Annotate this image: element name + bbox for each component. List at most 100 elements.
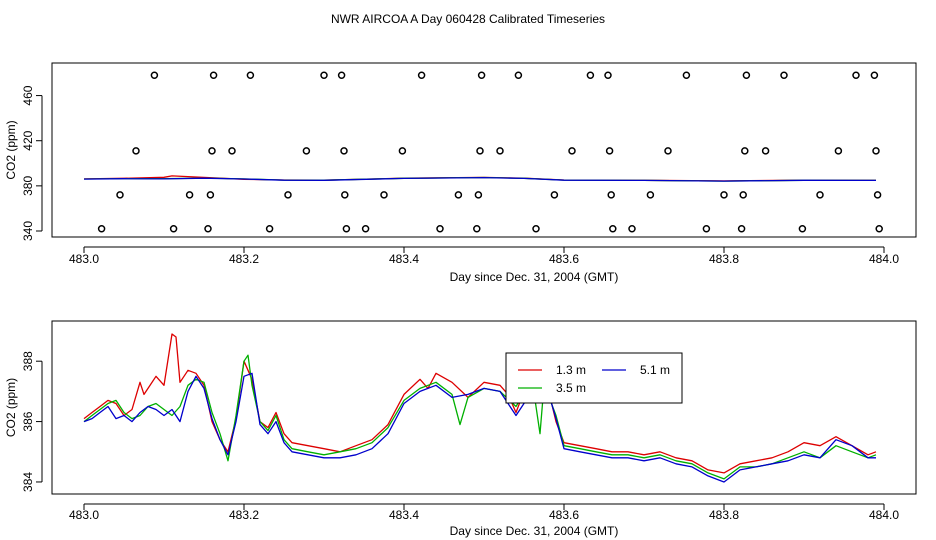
x-tick-label: 483.0 (69, 508, 99, 522)
calibration-marker (816, 191, 824, 199)
y-tick-label: 340 (21, 221, 35, 241)
calibration-marker (872, 147, 880, 155)
calibration-marker (454, 191, 463, 199)
x-tick-label: 483.2 (229, 252, 259, 266)
co2-timeseries-panel: 483.0 483.2 483.4 483.6 483.8 484.0 Day since … (4, 320, 917, 538)
calibration-marker (605, 147, 614, 155)
plot-frame (51, 62, 917, 238)
series-group (83, 333, 877, 483)
x-axis: 483.0 483.2 483.4 483.6 483.8 484.0 (69, 503, 899, 522)
calibration-marker (209, 71, 218, 80)
x-tick-label: 483.6 (549, 508, 579, 522)
x-tick-label: 483.0 (69, 252, 99, 266)
calibration-marker (514, 71, 523, 80)
x-axis-label: Day since Dec. 31, 2004 (GMT) (450, 270, 619, 284)
calibration-marker (798, 224, 807, 233)
y-axis-label: CO2 (ppm) (4, 378, 18, 437)
series-group (83, 175, 877, 182)
calibration-marker (265, 224, 274, 233)
calibration-marker (185, 191, 194, 199)
calibration-marker (342, 224, 351, 233)
x-tick-label: 483.8 (709, 508, 739, 522)
series-line-5-1-m-m (83, 176, 877, 182)
x-tick-label: 484.0 (869, 508, 899, 522)
calibration-marker (206, 191, 215, 199)
figure-title: NWR AIRCOA A Day 060428 Calibrated Times… (331, 12, 605, 26)
legend-box (505, 352, 683, 404)
calibration-marker (568, 147, 576, 155)
calibration-marker (532, 224, 540, 233)
x-tick-label: 483.4 (389, 252, 419, 266)
calibration-marker (284, 191, 292, 199)
calibration-marker (870, 71, 879, 80)
x-tick-label: 483.6 (549, 252, 579, 266)
x-tick-label: 483.8 (709, 252, 739, 266)
legend-label: 1.3 m (556, 363, 586, 377)
calibration-marker (417, 71, 426, 80)
legend-label: 3.5 m (556, 381, 586, 395)
calibration-marker (761, 147, 770, 155)
calibration-marker (550, 191, 559, 199)
calibration-marker (875, 224, 883, 233)
calibration-marker (477, 71, 486, 80)
calibration-marker (720, 191, 728, 199)
calibration-marker (737, 224, 746, 233)
calibration-marker (204, 224, 212, 233)
calibration-marker (474, 191, 483, 199)
calibration-marker (586, 71, 595, 80)
calibration-marker (398, 147, 407, 155)
legend-label: 5.1 m (640, 363, 670, 377)
calibration-marker (739, 191, 747, 199)
calibration-marker (132, 147, 140, 155)
calibration-marker (609, 224, 617, 233)
y-tick-label: 420 (21, 130, 35, 150)
calibration-marker (873, 191, 882, 199)
calibration-marker (646, 191, 655, 199)
x-axis: 483.0 483.2 483.4 483.6 483.8 484.0 (69, 246, 899, 266)
calibration-marker (361, 224, 370, 233)
calibration-marker (780, 71, 788, 80)
calibration-panel: 483.0 483.2 483.4 483.6 483.8 484.0 Day since … (4, 62, 917, 284)
y-tick-label: 388 (21, 351, 35, 371)
calibration-marker (473, 224, 481, 233)
calibration-marker (476, 147, 484, 155)
calibration-marker (228, 147, 236, 155)
calibration-marker (604, 71, 612, 80)
calibration-marker (340, 147, 348, 155)
calibration-marker (682, 71, 691, 80)
y-tick-label: 386 (21, 411, 35, 431)
legend-entry: 5.1 m (602, 363, 670, 377)
x-tick-label: 483.4 (389, 508, 419, 522)
calibration-marker (116, 191, 124, 199)
y-tick-label: 384 (21, 472, 35, 492)
series-line-1-3-m-m (83, 333, 877, 474)
calibration-marker (208, 147, 216, 155)
plot-frame (51, 320, 917, 495)
calibration-marker (702, 224, 711, 233)
calibration-marker (150, 71, 159, 80)
calibration-marker (97, 224, 106, 233)
calibration-marker (302, 147, 311, 155)
calibration-marker (852, 71, 860, 80)
series-line-5-1-m-m (83, 372, 876, 483)
calibration-marker (628, 224, 636, 233)
calibration-marker (496, 147, 504, 155)
calibration-marker (742, 71, 751, 80)
y-axis: 384 386 388 (21, 351, 43, 492)
calibration-marker (380, 191, 388, 199)
calibration-marker (664, 147, 672, 155)
calibration-marker (607, 191, 615, 199)
y-tick-label: 460 (21, 85, 35, 105)
legend-entry: 3.5 m (518, 381, 586, 395)
x-tick-label: 483.2 (229, 508, 259, 522)
calibration-marker (337, 71, 346, 80)
y-tick-label: 380 (21, 176, 35, 196)
legend: 1.3 m 5.1 m 3.5 m (505, 352, 683, 404)
legend-entry: 1.3 m (518, 363, 586, 377)
x-axis-label: Day since Dec. 31, 2004 (GMT) (450, 524, 619, 538)
calibration-marker (834, 147, 843, 155)
y-axis-label: CO2 (ppm) (4, 120, 18, 179)
calibration-marker (246, 71, 255, 80)
x-tick-label: 484.0 (869, 252, 899, 266)
